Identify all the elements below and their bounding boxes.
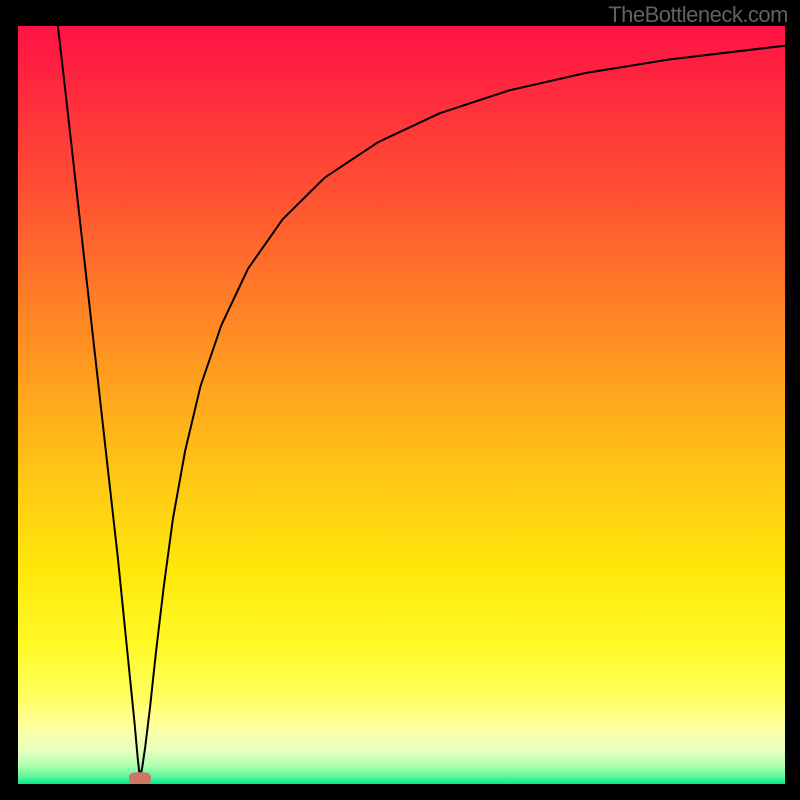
watermark-text: TheBottleneck.com [608,2,788,28]
chart-svg [18,26,785,784]
chart-background [18,26,785,784]
valley-marker [129,772,151,784]
bottleneck-chart [18,26,785,784]
